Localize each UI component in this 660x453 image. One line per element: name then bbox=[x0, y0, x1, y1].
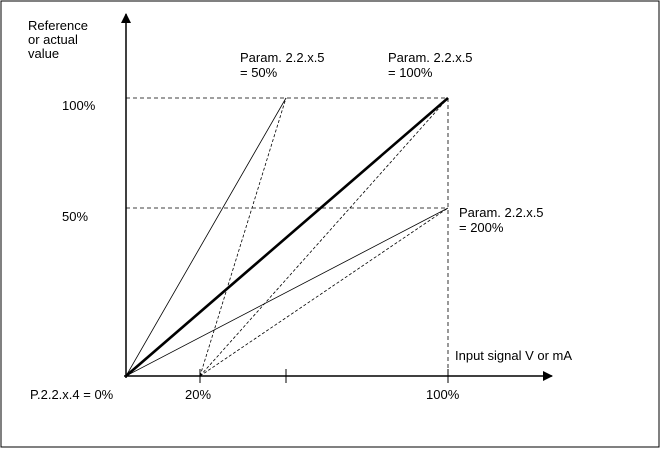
x-axis-label: Input signal V or mA bbox=[455, 348, 572, 363]
y-axis-label-line-2: or actual bbox=[28, 32, 78, 47]
label-param-100-line-1: Param. 2.2.x.5 bbox=[388, 50, 473, 65]
line-param-50 bbox=[125, 97, 287, 377]
label-param-100-line-2: = 100% bbox=[388, 65, 433, 80]
x-tick-20-label: 20% bbox=[185, 387, 211, 402]
x-tick-100-label: 100% bbox=[426, 387, 460, 402]
label-param-200-line-1: Param. 2.2.x.5 bbox=[459, 205, 544, 220]
line-param-200-offset bbox=[199, 207, 449, 377]
line-param-100 bbox=[125, 97, 449, 377]
line-param-100-offset bbox=[199, 97, 449, 377]
label-param-50-line-1: Param. 2.2.x.5 bbox=[240, 50, 325, 65]
y-axis-label-line-3: value bbox=[28, 46, 59, 61]
line-param-200 bbox=[125, 207, 449, 377]
y-axis-label-line-1: Reference bbox=[28, 18, 88, 33]
y-tick-50-label: 50% bbox=[62, 209, 88, 224]
label-param-50-line-2: = 50% bbox=[240, 65, 278, 80]
x-tick-0-label: P.2.2.x.4 = 0% bbox=[30, 387, 114, 402]
y-tick-100-label: 100% bbox=[62, 98, 96, 113]
label-param-200-line-2: = 200% bbox=[459, 220, 504, 235]
line-param-50-offset bbox=[199, 97, 287, 377]
